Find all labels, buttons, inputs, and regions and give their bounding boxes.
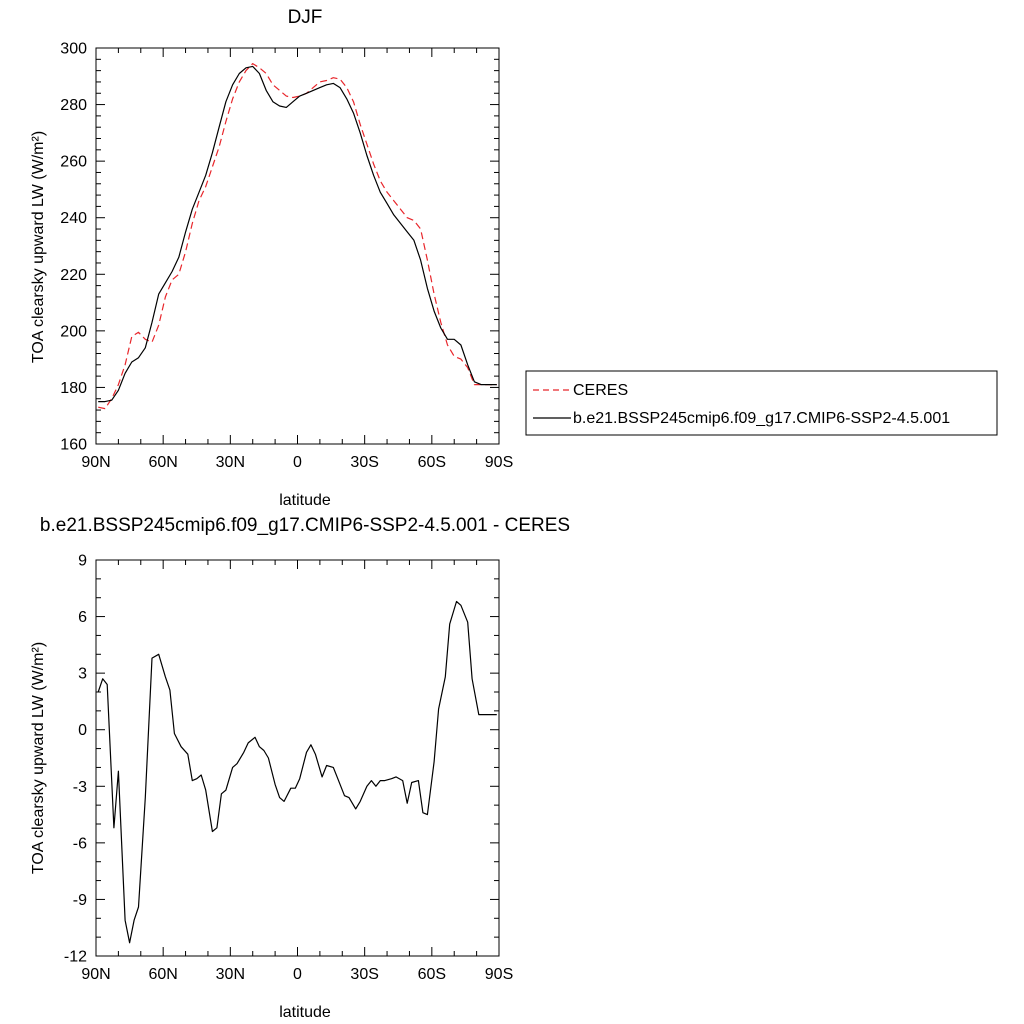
y-tick-label: 240 — [60, 210, 87, 227]
y-axis: 160 180 200 220 240 260 280 300 — [60, 41, 499, 454]
x-tick-label: 90N — [81, 454, 110, 471]
y-tick-label: 260 — [60, 154, 87, 171]
x-axis-label-2: latitude — [279, 1004, 331, 1021]
series-line-b-e21-bssp245cmip6-f09-g17-cmi — [98, 65, 497, 403]
y-tick-label: 280 — [60, 97, 87, 114]
y-tick-label: 200 — [60, 323, 87, 340]
x-tick-label: 30N — [216, 966, 245, 983]
bottom-panel: b.e21.BSSP245cmip6.f09_g17.CMIP6-SSP2-4.… — [30, 515, 570, 1021]
y-tick-label: -6 — [73, 835, 87, 852]
y-tick-label: 180 — [60, 380, 87, 397]
x-tick-label: 0 — [293, 966, 302, 983]
x-tick-label: 90S — [485, 454, 513, 471]
x-tick-label: 0 — [293, 454, 302, 471]
x-axis-2: 90N 60N 30N 0 30S 60S 90S — [81, 560, 513, 983]
series-line-difference — [97, 600, 497, 944]
chart-title-2: b.e21.BSSP245cmip6.f09_g17.CMIP6-SSP2-4.… — [40, 515, 570, 536]
y-tick-label: 3 — [78, 666, 87, 683]
x-tick-label: 30S — [350, 454, 378, 471]
x-tick-label: 60N — [148, 454, 177, 471]
y-axis-2: -12 -9 -6 -3 0 3 6 9 — [64, 553, 499, 966]
x-tick-label: 30S — [350, 966, 378, 983]
y-tick-label: 160 — [60, 437, 87, 454]
legend-label-model: b.e21.BSSP245cmip6.f09_g17.CMIP6-SSP2-4.… — [573, 410, 950, 427]
series-group-2 — [97, 600, 497, 944]
y-tick-label: 0 — [78, 722, 87, 739]
x-tick-label: 30N — [216, 454, 245, 471]
y-tick-label: 9 — [78, 553, 87, 570]
x-tick-label: 60N — [148, 966, 177, 983]
x-axis-label: latitude — [279, 492, 331, 509]
legend-box — [525, 370, 998, 436]
legend-label-ceres: CERES — [573, 382, 628, 399]
x-axis: 90N 60N 30N 0 30S 60S 90S — [81, 48, 513, 471]
y-tick-label: 220 — [60, 267, 87, 284]
x-tick-label: 90S — [485, 966, 513, 983]
series-group — [98, 62, 497, 410]
x-tick-label: 90N — [81, 966, 110, 983]
x-tick-label: 60S — [418, 454, 446, 471]
y-tick-label: -9 — [73, 892, 87, 909]
y-tick-label: -3 — [73, 779, 87, 796]
y-axis-label: TOA clearsky upward LW (W/m²) — [30, 131, 47, 363]
y-tick-label: -12 — [64, 949, 87, 966]
legend: CERES b.e21.BSSP245cmip6.f09_g17.CMIP6-S… — [525, 370, 998, 436]
x-tick-label: 60S — [418, 966, 446, 983]
y-axis-label-2: TOA clearsky upward LW (W/m²) — [30, 642, 47, 874]
chart-title: DJF — [288, 7, 323, 28]
series-line-ceres — [98, 62, 497, 410]
plot-frame-2 — [95, 559, 500, 957]
top-panel: DJF 160 180 200 220 240 260 280 300 90N 60N 30N 0 3… — [30, 7, 998, 509]
plot-frame — [95, 47, 500, 445]
y-tick-label: 300 — [60, 41, 87, 58]
y-tick-label: 6 — [78, 609, 87, 626]
